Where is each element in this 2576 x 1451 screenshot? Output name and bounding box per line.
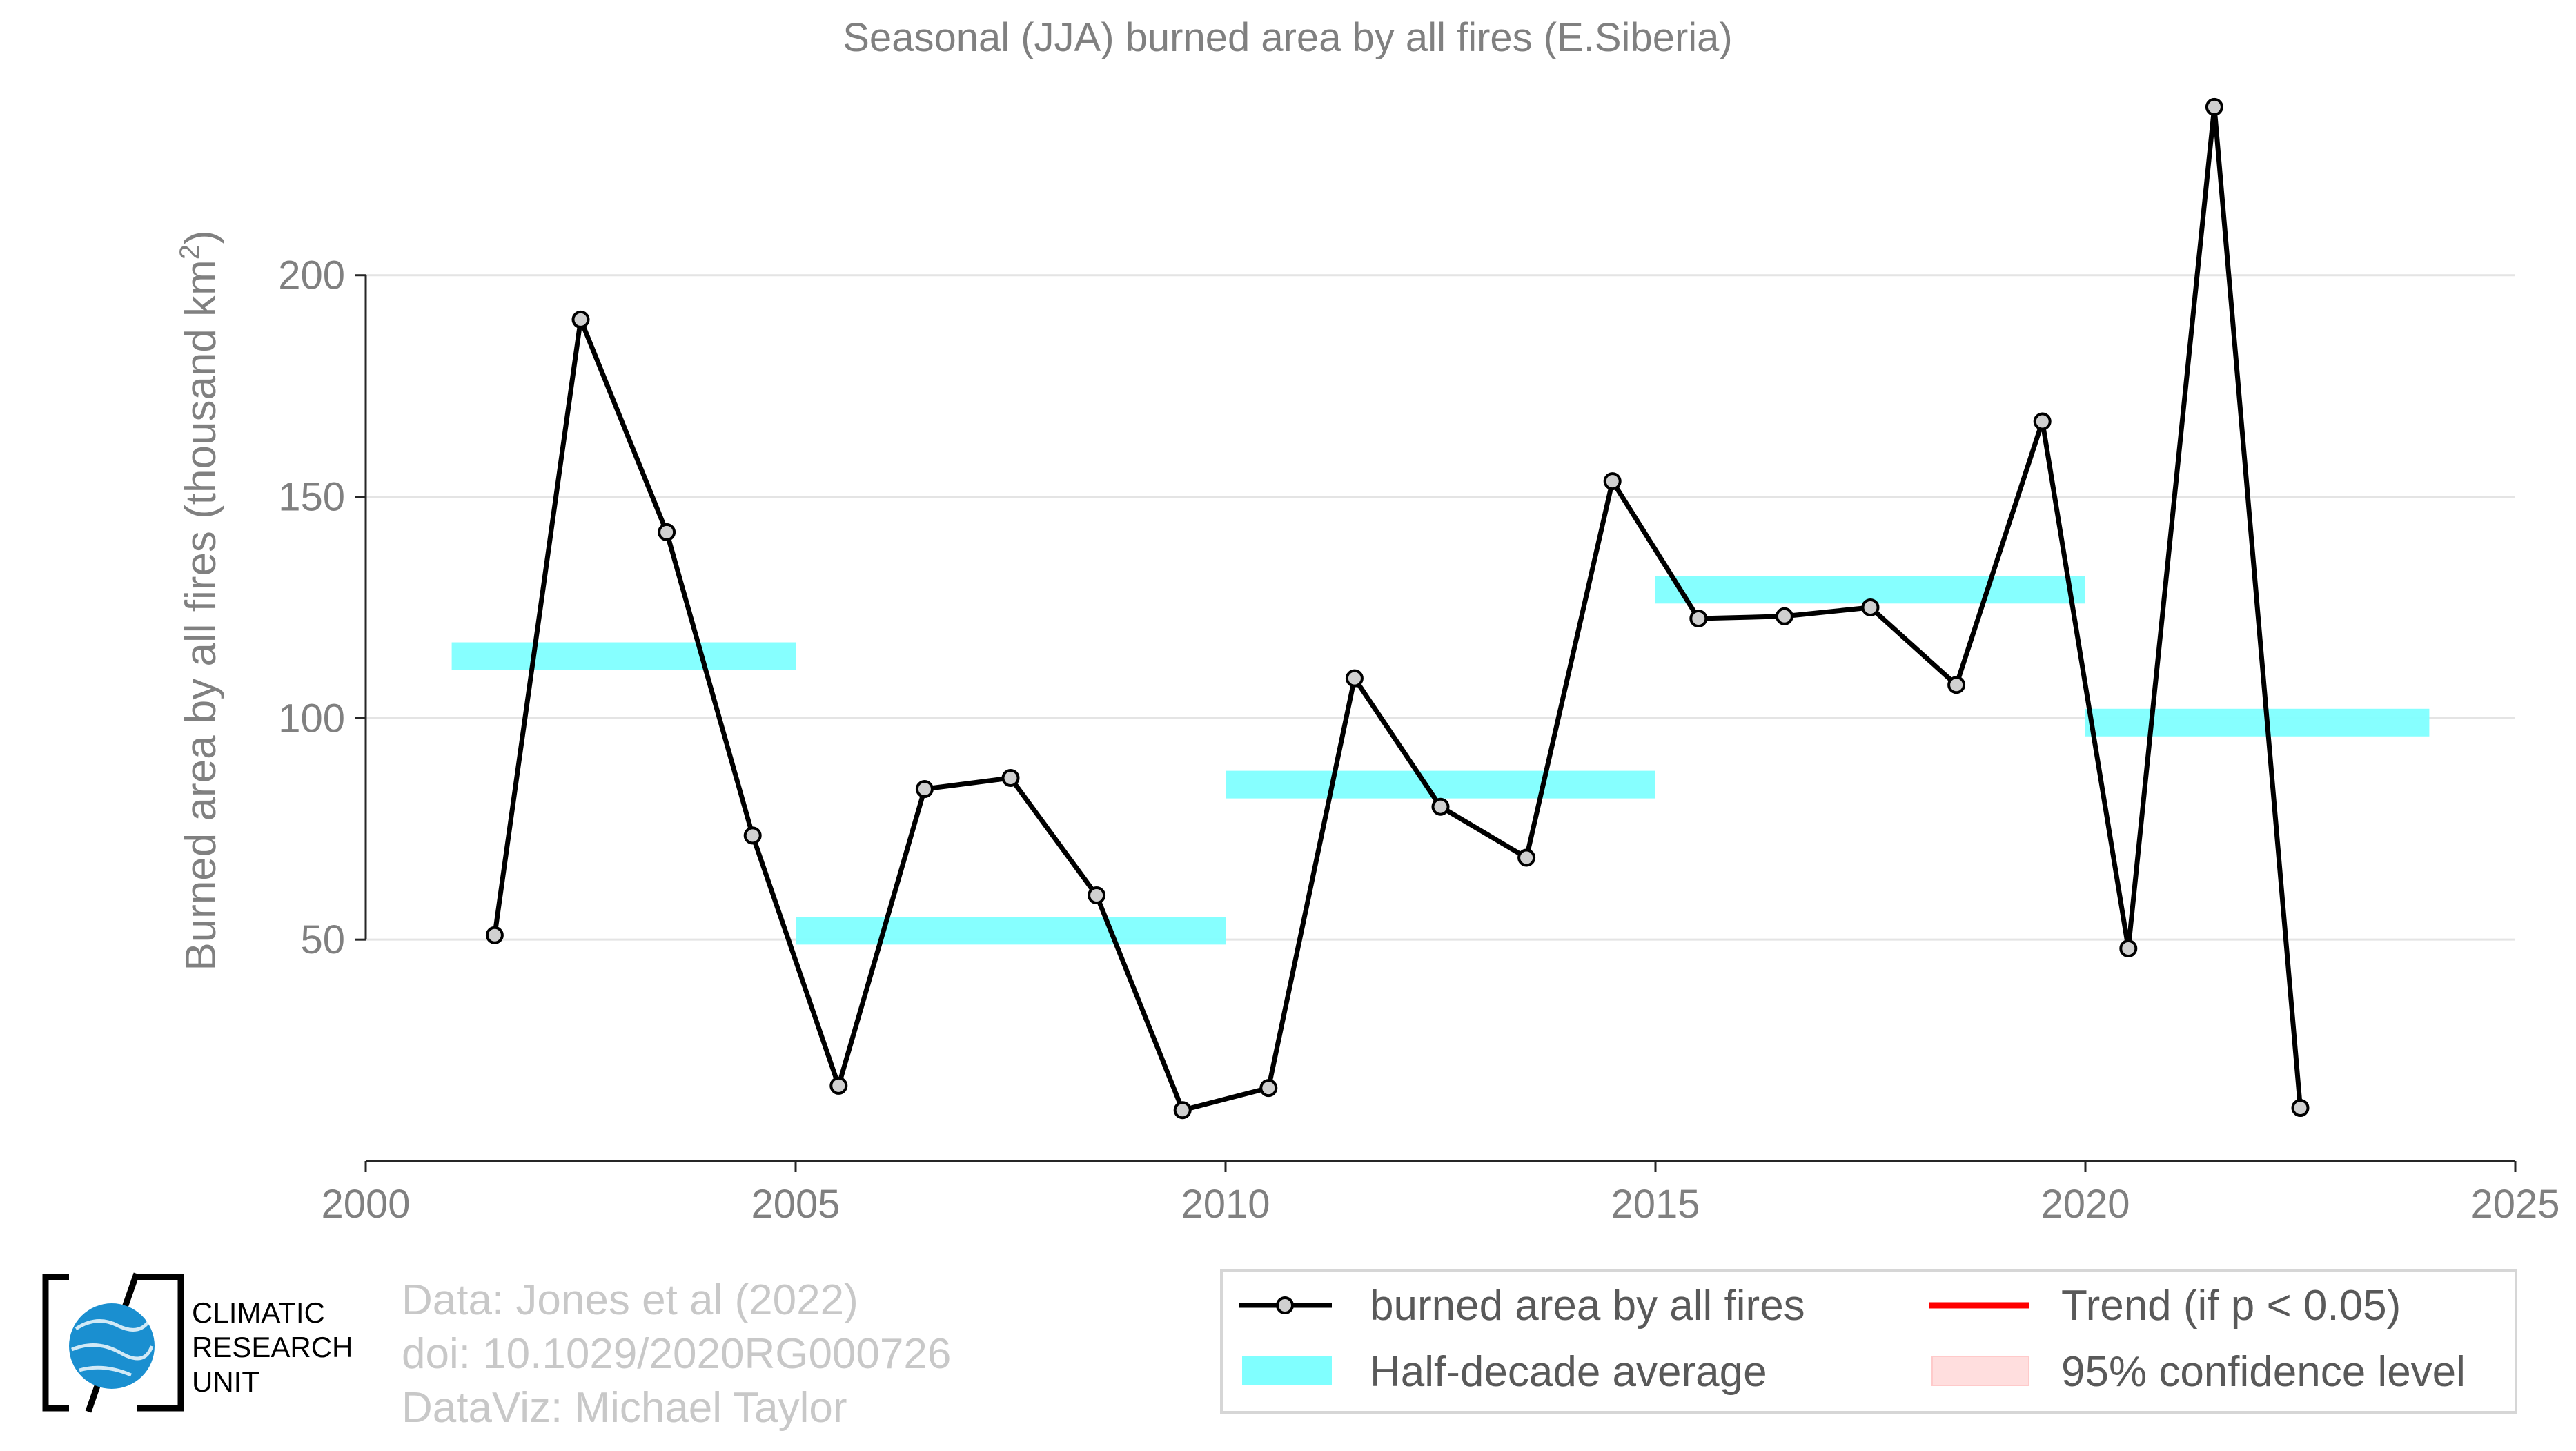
chart-title: Seasonal (JJA) burned area by all fires … xyxy=(843,15,1732,60)
x-tick-label: 2015 xyxy=(1611,1182,1700,1227)
series-point xyxy=(1345,669,1364,688)
series-point xyxy=(2033,412,2052,431)
x-tick-label: 2010 xyxy=(1181,1182,1270,1227)
y-tick-label: 200 xyxy=(278,253,345,298)
legend-half-decade-patch xyxy=(1242,1356,1332,1385)
logo-bracket-right xyxy=(137,1274,184,1412)
logo-text-line3: UNIT xyxy=(192,1365,259,1398)
x-tick-label: 2000 xyxy=(321,1182,410,1227)
half-decade-bands xyxy=(451,576,2430,945)
credit-data: Data: Jones et al (2022) xyxy=(402,1276,858,1324)
y-axis-label-superscript: 2 xyxy=(175,244,205,260)
credit-doi: doi: 10.1029/2020RG000726 xyxy=(402,1330,951,1378)
y-axis-label: Burned area by all fires (thousand km2) xyxy=(175,230,225,971)
logo-text-line2: RESEARCH xyxy=(192,1331,353,1363)
half-decade-band xyxy=(1226,770,1655,799)
series-point xyxy=(485,926,504,944)
y-tick-label: 50 xyxy=(300,917,345,962)
x-tick-label: 2005 xyxy=(751,1182,840,1227)
logo-bracket-left xyxy=(42,1274,69,1412)
series-point xyxy=(743,826,762,845)
series-point xyxy=(1173,1101,1192,1120)
series-point xyxy=(571,310,590,329)
globe-lines xyxy=(71,1319,154,1377)
legend-confidence-patch xyxy=(1931,1356,2029,1386)
series-point xyxy=(1088,886,1106,905)
cru-logo: CLIMATIC RESEARCH UNIT xyxy=(42,1272,353,1413)
legend-label-trend: Trend (if p < 0.05) xyxy=(2061,1282,2401,1330)
half-decade-band xyxy=(796,917,1226,945)
logo-text-line1: CLIMATIC xyxy=(192,1296,325,1329)
legend-label-half-decade: Half-decade average xyxy=(1370,1348,1767,1396)
series-point xyxy=(829,1076,848,1095)
y-tick-label: 100 xyxy=(278,696,345,741)
series-point xyxy=(2119,939,2138,958)
x-tick-label: 2025 xyxy=(2470,1182,2559,1227)
half-decade-band xyxy=(451,642,796,670)
legend-label-confidence: 95% confidence level xyxy=(2061,1348,2466,1396)
series-point xyxy=(915,780,934,799)
series-point xyxy=(1947,676,1966,694)
series-line xyxy=(492,104,2303,1113)
y-axis: 50 100 150 200 xyxy=(278,253,367,962)
y-axis-label-main: Burned area by all fires (thousand km xyxy=(177,260,225,971)
y-tick-label: 150 xyxy=(278,475,345,520)
series-point xyxy=(1431,797,1450,816)
x-axis: 2000 2005 2010 2015 2020 2025 xyxy=(321,1160,2560,1227)
series-point xyxy=(1861,598,1880,616)
credit-dataviz: DataViz: Michael Taylor xyxy=(402,1384,847,1432)
series-point xyxy=(1517,848,1536,867)
series-point xyxy=(658,523,676,541)
series-point xyxy=(1001,768,1020,787)
x-tick-label: 2020 xyxy=(2041,1182,2130,1227)
legend-frame xyxy=(1220,1269,2517,1414)
series-point xyxy=(1603,472,1622,491)
series-point xyxy=(2291,1099,2310,1118)
series-point xyxy=(1259,1079,1278,1098)
series-point xyxy=(1775,607,1793,625)
series-point xyxy=(1689,610,1708,627)
legend-series-marker xyxy=(1276,1296,1294,1314)
legend-label-series: burned area by all fires xyxy=(1370,1282,1805,1330)
data-series xyxy=(485,97,2310,1120)
y-axis-label-close: ) xyxy=(177,230,225,244)
series-point xyxy=(2205,97,2223,116)
half-decade-band xyxy=(2085,708,2430,737)
legend: burned area by all fires Trend (if p < 0… xyxy=(1220,1269,2517,1414)
